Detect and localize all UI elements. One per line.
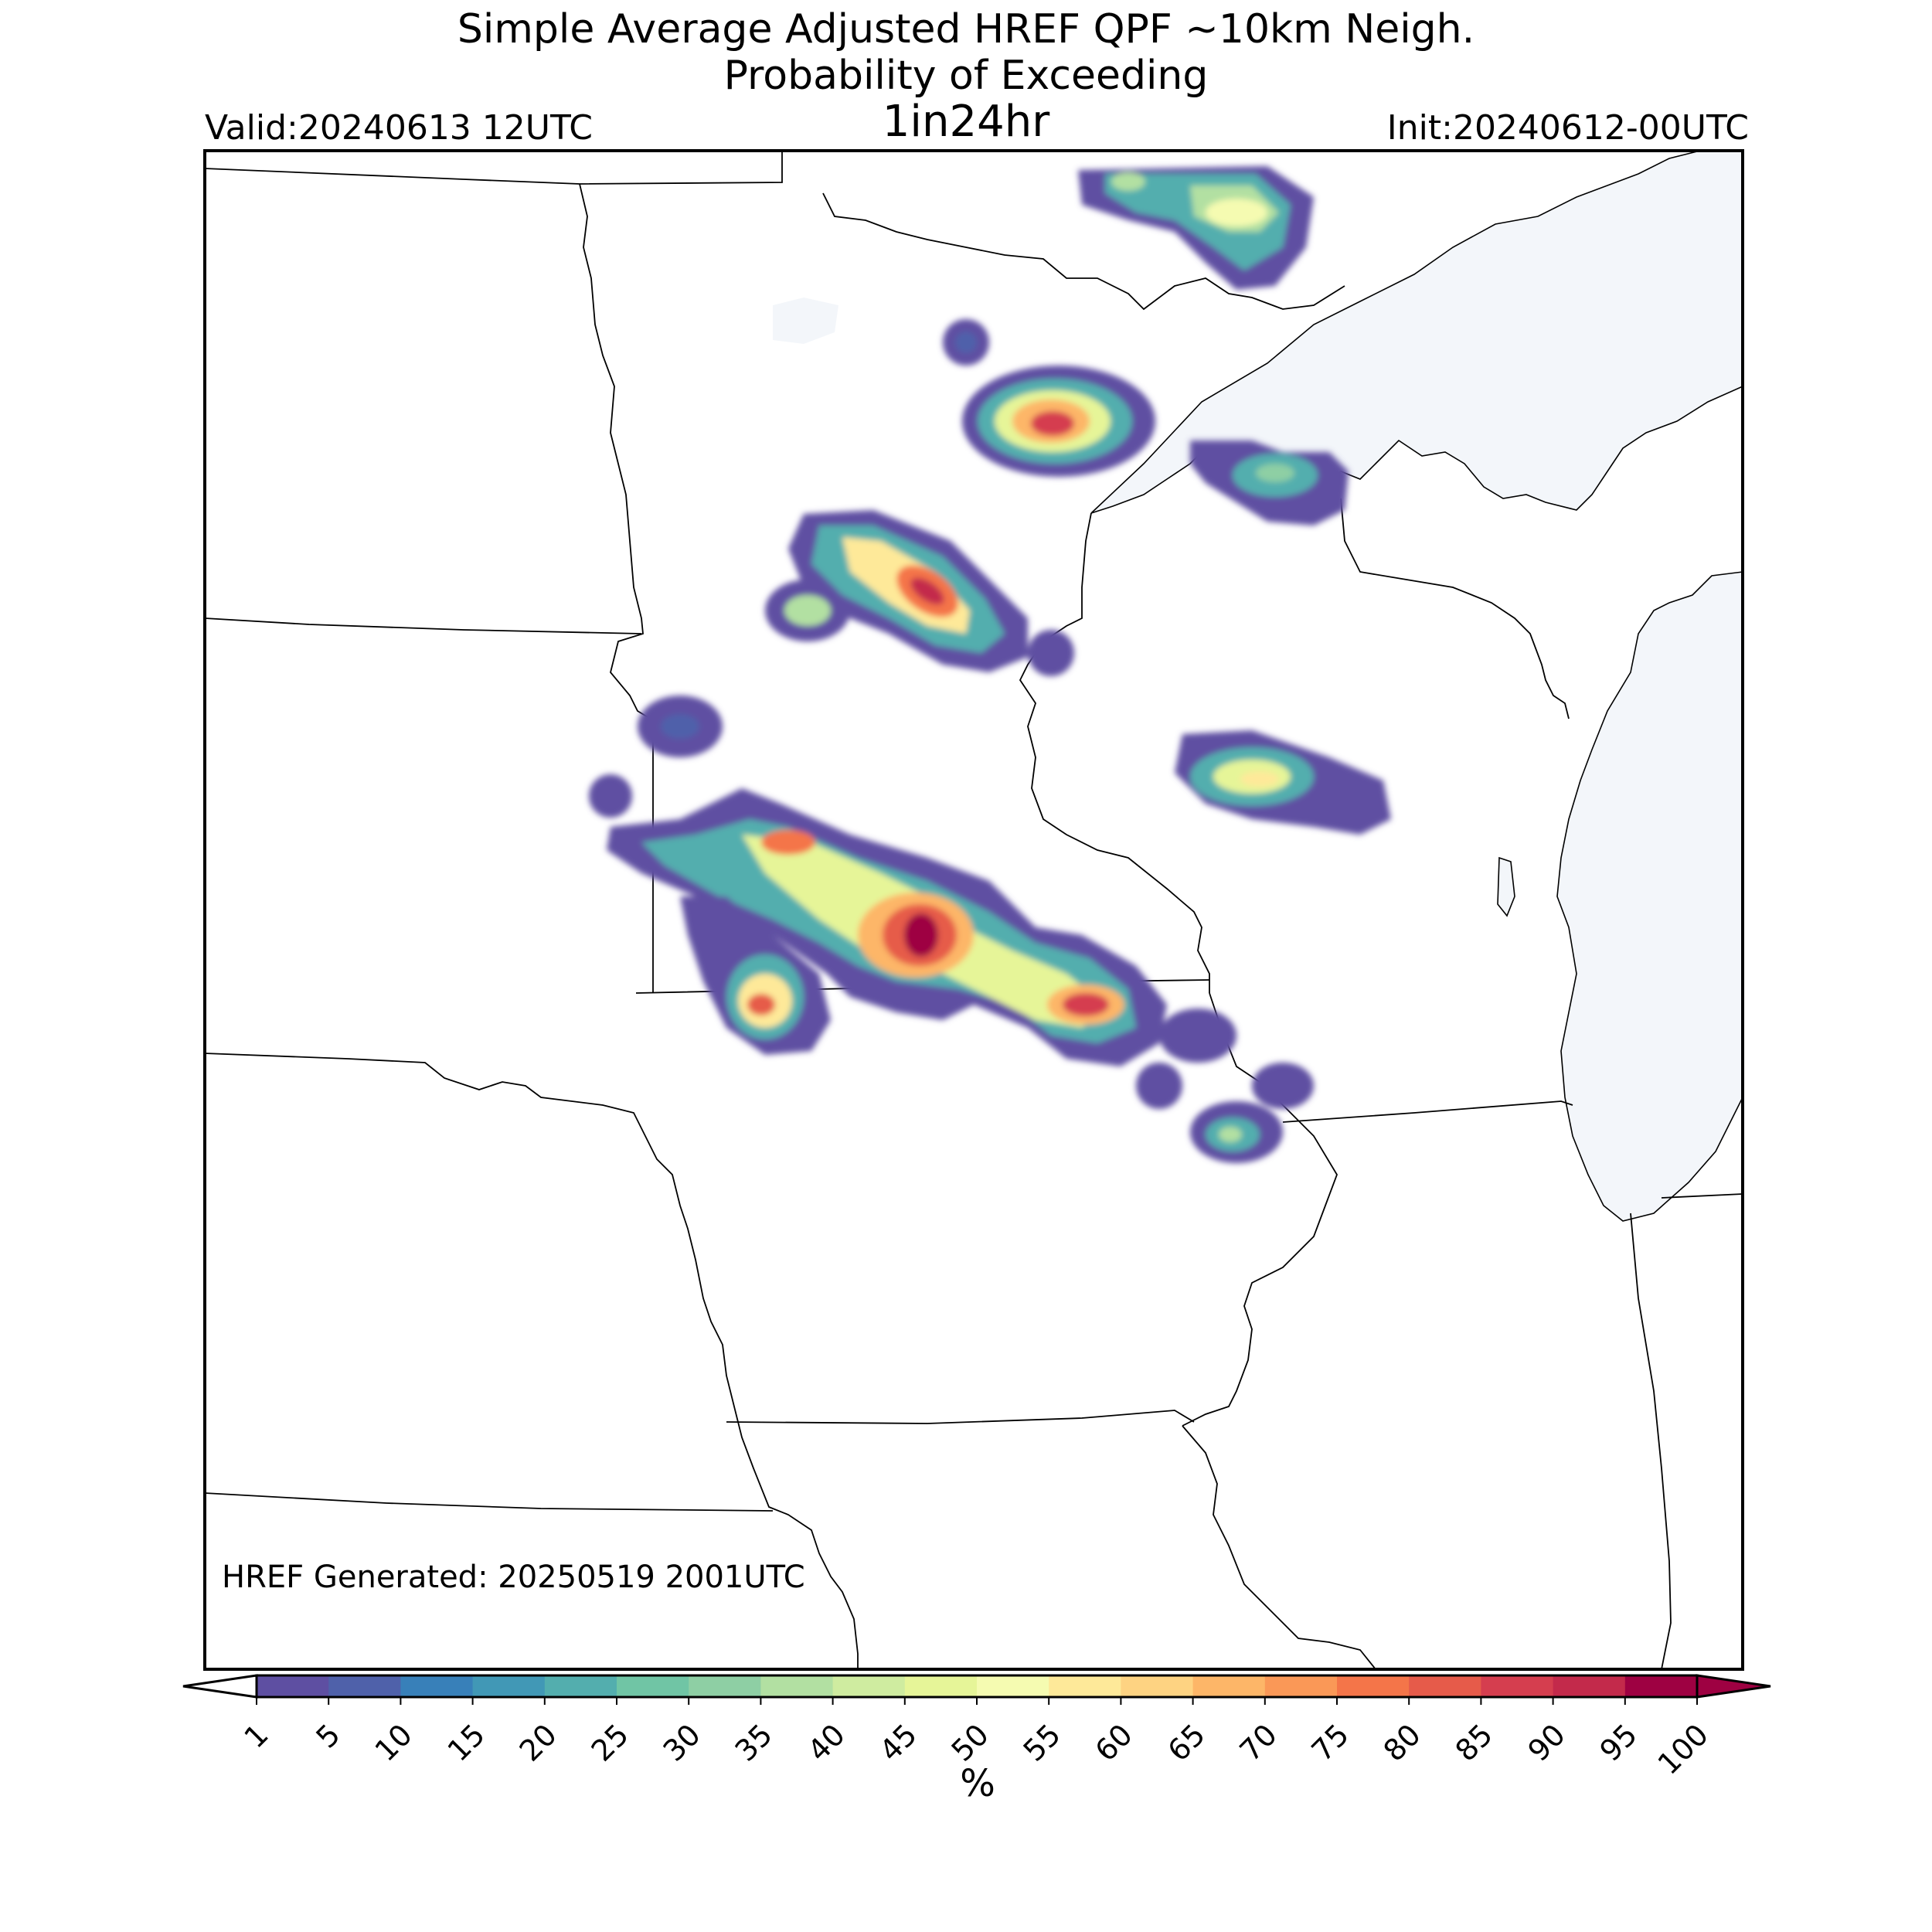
probability-field (589, 166, 1391, 1163)
colorbar-swatch (1121, 1675, 1194, 1697)
colorbar-units: % (960, 1762, 995, 1805)
colorbar-swatch (977, 1675, 1049, 1697)
blob-ne-iowa (1190, 1101, 1283, 1163)
colorbar-swatch (1049, 1675, 1121, 1697)
red-lake (773, 298, 838, 344)
lake-michigan (1556, 571, 1743, 1222)
colorbar-swatch (1481, 1675, 1554, 1697)
colorbar (182, 1674, 1771, 1705)
colorbar-swatch (1264, 1675, 1338, 1697)
colorbar-swatch (1192, 1675, 1266, 1697)
generated-time: HREF Generated: 20250519 2001UTC (222, 1560, 805, 1595)
threshold-title: 1in24hr (882, 97, 1050, 147)
colorbar-swatch (832, 1675, 906, 1697)
state-borders (205, 151, 1743, 1669)
blob-northern-ontario (1078, 166, 1314, 290)
blob-north-central-mn (962, 366, 1155, 477)
colorbar-swatch (617, 1675, 689, 1697)
blob-sw-mn (680, 896, 831, 1055)
blob-central-mn (765, 510, 1074, 676)
colorbar-swatch (257, 1675, 329, 1697)
colorbar-swatch (1337, 1675, 1410, 1697)
colorbar-swatch (760, 1675, 834, 1697)
great-lakes (773, 151, 1743, 1222)
lake-winnebago (1497, 856, 1515, 917)
colorbar-swatch (1624, 1675, 1698, 1697)
blob-central-wi (1175, 730, 1391, 835)
colorbar-swatch (1409, 1675, 1481, 1697)
colorbar-swatch (1553, 1675, 1626, 1697)
colorbar-swatch (689, 1675, 761, 1697)
valid-time: Valid:20240613 12UTC (205, 108, 594, 148)
colorbar-swatch (544, 1675, 617, 1697)
blob-se-mn (1159, 1009, 1236, 1063)
colorbar-swatch (400, 1675, 474, 1697)
blob-superior-shore (1190, 440, 1349, 526)
colorbar-over-extension (1696, 1674, 1771, 1699)
title-line-1: Simple Average Adjusted HREF QPF ~10km N… (457, 6, 1475, 53)
colorbar-swatch (904, 1675, 978, 1697)
blob-southern-mn (607, 788, 1167, 1066)
colorbar-under-extension (182, 1674, 258, 1699)
colorbar-swatch (328, 1675, 401, 1697)
init-time: Init:20240612-00UTC (1386, 108, 1749, 148)
map-frame (203, 149, 1744, 1671)
title-line-2: Probability of Exceeding (723, 53, 1209, 99)
colorbar-swatch (472, 1675, 546, 1697)
